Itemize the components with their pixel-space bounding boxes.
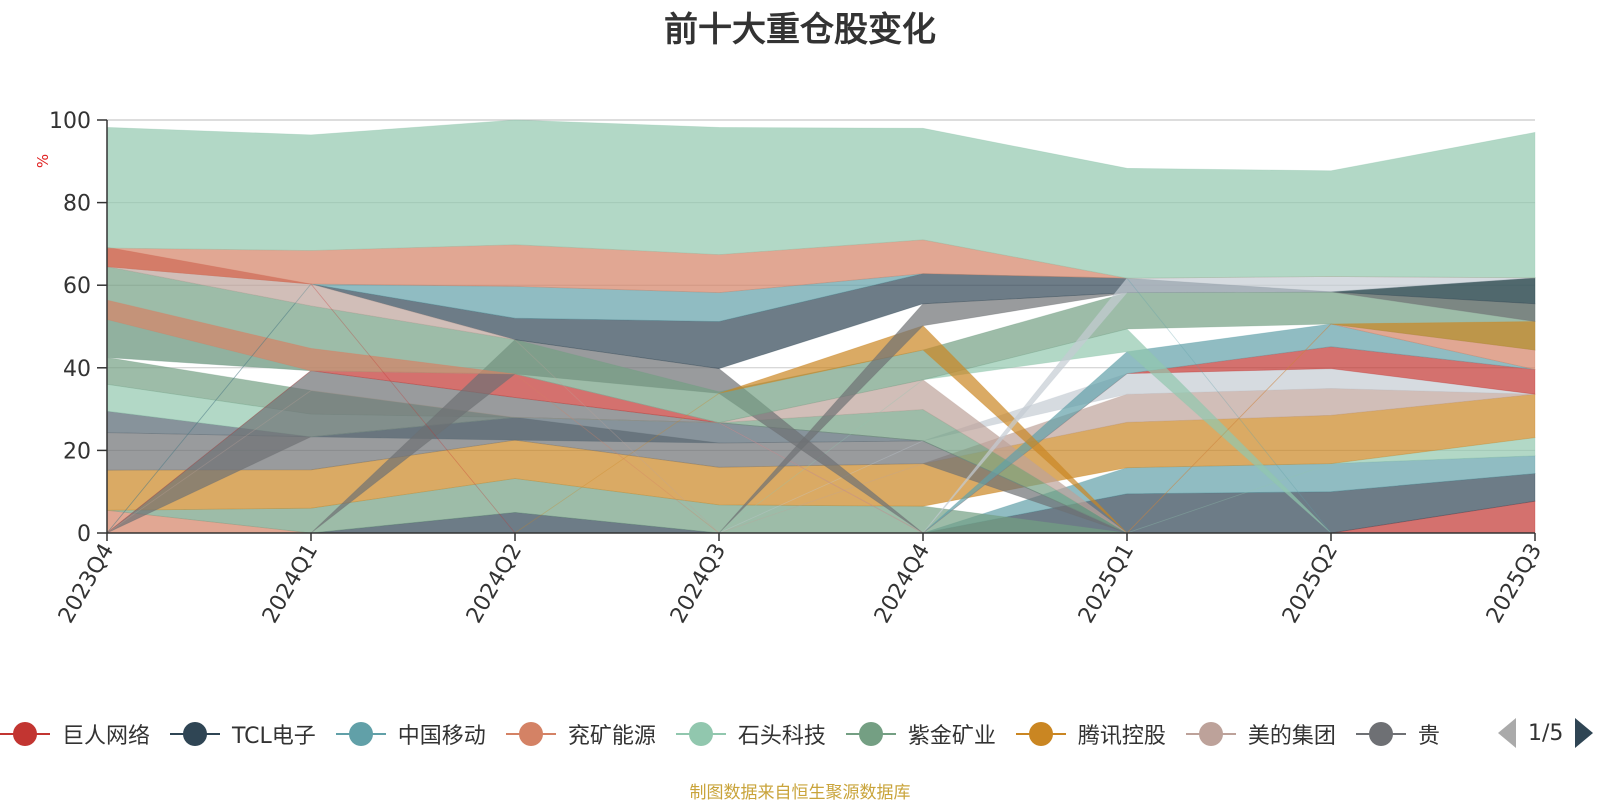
y-axis-unit-label: % (34, 154, 52, 168)
legend-marker-icon (1185, 722, 1236, 746)
legend-label: 中国移动 (397, 724, 486, 749)
area-bands (106, 119, 1536, 534)
x-tick-label: 2025Q1 (1074, 540, 1139, 628)
x-tick-label: 2024Q3 (666, 540, 731, 628)
legend-label: 兖矿能源 (567, 724, 656, 749)
area-band (106, 379, 1535, 534)
area-band (107, 321, 1536, 534)
x-tick-label: 2024Q1 (258, 540, 323, 628)
area-band (106, 119, 1536, 279)
legend-item[interactable]: 腾讯控股 (1015, 718, 1166, 750)
legend-marker-icon (675, 722, 726, 746)
source-note: 制图数据来自恒生聚源数据库 (689, 783, 911, 803)
y-tick-label: 80 (63, 192, 91, 217)
legend-item[interactable]: 石头科技 (675, 718, 826, 750)
area-band (106, 273, 1535, 534)
area-chart: 0 20 40 60 80 100 2023Q4 2024Q1 2024Q2 2024Q3 2024… (34, 109, 1547, 628)
y-tick-label: 60 (63, 274, 91, 299)
legend-item[interactable]: 巨人网络 (0, 718, 150, 750)
legend-marker-icon (505, 722, 556, 746)
legend-label: 美的集团 (1247, 724, 1336, 749)
legend-label: 紫金矿业 (907, 724, 996, 749)
legend-marker-icon (845, 722, 896, 746)
legend-item[interactable]: 中国移动 (335, 718, 486, 750)
x-tick-label: 2025Q2 (1278, 540, 1343, 628)
legend-marker-icon (170, 722, 221, 746)
legend-marker-icon (1015, 722, 1066, 746)
legend-label: 巨人网络 (62, 724, 151, 749)
area-band (106, 266, 1535, 534)
legend-marker-icon (0, 722, 50, 746)
legend-next-arrow-icon[interactable] (1575, 718, 1594, 748)
x-tick-label: 2024Q2 (462, 540, 527, 628)
legend-item[interactable]: 兖矿能源 (505, 718, 656, 750)
area-band (106, 393, 1536, 511)
x-tick-label: 2023Q4 (54, 540, 119, 628)
y-tick-label: 0 (77, 522, 91, 547)
legend-item[interactable]: 贵 (1355, 718, 1440, 750)
legend-label: 贵 (1417, 724, 1440, 749)
legend-item[interactable]: TCL电子 (170, 718, 316, 750)
legend-page-indicator: 1/5 (1528, 720, 1564, 746)
y-tick-label: 100 (49, 109, 91, 134)
legend-marker-icon (335, 722, 386, 746)
y-tick-label: 40 (63, 357, 91, 382)
legend-prev-arrow-icon[interactable] (1498, 718, 1516, 748)
legend-item[interactable]: 美的集团 (1185, 718, 1336, 750)
chart-title: 前十大重仓股变化 (664, 10, 936, 50)
x-tick-label: 2024Q4 (870, 540, 935, 628)
x-tick-label: 2025Q3 (1482, 540, 1547, 628)
legend-pager: 1/5 (1498, 718, 1594, 748)
y-tick-label: 20 (63, 439, 91, 464)
legend-label: 石头科技 (737, 724, 826, 749)
legend-marker-icon (1355, 722, 1406, 746)
legend-item[interactable]: 紫金矿业 (845, 718, 996, 750)
legend-label: 腾讯控股 (1077, 724, 1166, 749)
legend-label: TCL电子 (232, 724, 316, 749)
legend: 巨人网络 TCL电子 中国移动 兖矿能源 石头科技 紫金矿业 腾讯控股 美的集团 贵 (0, 712, 1480, 756)
